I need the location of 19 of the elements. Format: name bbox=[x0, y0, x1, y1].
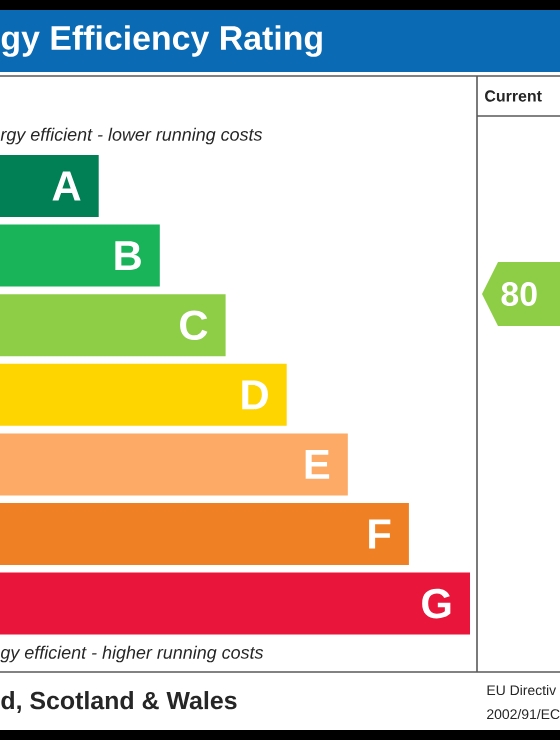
bar bbox=[0, 433, 348, 496]
y-tick-label: D bbox=[242, 380, 268, 410]
text: rgy efficient - lower running costs bbox=[0, 127, 263, 145]
bar bbox=[0, 503, 409, 565]
y-tick-label: F bbox=[369, 519, 391, 549]
y-tick-label: G bbox=[422, 588, 451, 619]
text: d, Scotland & Wales bbox=[1, 691, 237, 713]
y-tick-label: A bbox=[52, 171, 81, 201]
y-tick-label: B bbox=[115, 241, 141, 270]
bar bbox=[0, 363, 287, 426]
y-tick-label: C bbox=[180, 310, 208, 341]
text: gy efficient - higher running costs bbox=[0, 645, 264, 663]
bar bbox=[0, 294, 226, 357]
y-tick-label: E bbox=[305, 450, 330, 479]
text: 80 bbox=[501, 282, 537, 306]
bar bbox=[0, 224, 160, 287]
chart-title: gy Efficiency Rating bbox=[1, 25, 322, 57]
bar bbox=[0, 572, 471, 635]
bar bbox=[0, 155, 99, 217]
